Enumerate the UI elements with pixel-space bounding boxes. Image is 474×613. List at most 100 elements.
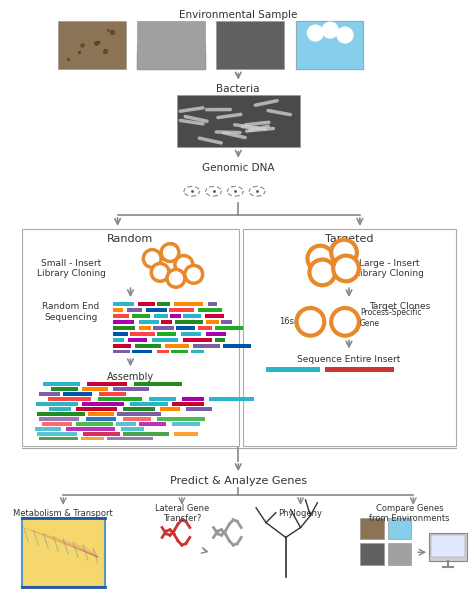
Text: Genomic DNA: Genomic DNA: [202, 162, 274, 173]
Bar: [49, 402, 72, 406]
Circle shape: [161, 244, 179, 262]
Bar: [138, 412, 158, 416]
Bar: [113, 338, 128, 341]
Text: Sequence Entire Insert: Sequence Entire Insert: [297, 355, 401, 364]
Bar: [210, 343, 237, 348]
Bar: [113, 302, 128, 306]
Bar: [121, 392, 146, 396]
Bar: [198, 338, 210, 341]
Bar: [88, 412, 133, 416]
Bar: [154, 349, 172, 354]
Bar: [210, 349, 228, 354]
Bar: [206, 326, 229, 330]
Circle shape: [308, 246, 333, 272]
Text: Small - Insert
Library Cloning: Small - Insert Library Cloning: [36, 259, 106, 278]
Bar: [177, 338, 194, 341]
Bar: [128, 402, 149, 406]
Bar: [38, 397, 81, 401]
Bar: [266, 367, 320, 372]
Bar: [110, 387, 157, 391]
Bar: [325, 367, 394, 372]
Bar: [164, 412, 210, 416]
Bar: [429, 533, 467, 561]
Text: Environmental Sample: Environmental Sample: [179, 10, 297, 20]
Bar: [194, 320, 215, 324]
Bar: [193, 308, 206, 312]
Bar: [86, 382, 128, 386]
Bar: [37, 392, 63, 396]
Bar: [173, 320, 190, 324]
Circle shape: [297, 308, 324, 336]
FancyBboxPatch shape: [58, 21, 126, 69]
Bar: [157, 326, 180, 330]
Text: Lateral Gene
Transfer?: Lateral Gene Transfer?: [155, 504, 209, 524]
Bar: [130, 349, 149, 354]
FancyBboxPatch shape: [22, 517, 105, 587]
Bar: [45, 432, 70, 436]
Bar: [137, 343, 151, 348]
Bar: [155, 338, 172, 341]
Bar: [210, 308, 228, 312]
Circle shape: [167, 270, 185, 287]
Bar: [186, 343, 206, 348]
Text: Bacteria: Bacteria: [217, 85, 260, 94]
Bar: [150, 427, 185, 430]
Bar: [388, 517, 411, 539]
Circle shape: [175, 256, 193, 273]
Bar: [61, 387, 108, 391]
Bar: [189, 332, 208, 336]
Bar: [215, 338, 233, 341]
Bar: [138, 407, 186, 411]
Bar: [77, 402, 126, 406]
Text: Large - Insert
Library Cloning: Large - Insert Library Cloning: [355, 259, 424, 278]
Bar: [163, 302, 184, 306]
Bar: [36, 417, 77, 421]
Bar: [213, 402, 233, 406]
Bar: [137, 422, 182, 425]
Circle shape: [151, 264, 169, 281]
Bar: [89, 422, 131, 425]
Bar: [190, 407, 219, 411]
Bar: [169, 314, 182, 318]
Bar: [141, 320, 168, 324]
Text: Phylogeny: Phylogeny: [279, 509, 322, 518]
Circle shape: [322, 22, 338, 38]
Bar: [213, 382, 242, 386]
Bar: [129, 302, 158, 306]
Bar: [113, 326, 130, 330]
Bar: [124, 427, 143, 430]
Bar: [185, 326, 201, 330]
Bar: [155, 343, 183, 348]
Bar: [177, 349, 206, 354]
Bar: [219, 302, 248, 306]
Bar: [41, 422, 82, 425]
FancyBboxPatch shape: [296, 21, 363, 69]
Bar: [116, 397, 161, 401]
Text: Random: Random: [107, 234, 154, 244]
Text: Predict & Analyze Genes: Predict & Analyze Genes: [170, 476, 307, 486]
Bar: [149, 432, 190, 436]
Bar: [36, 382, 83, 386]
Bar: [431, 535, 465, 557]
Bar: [113, 349, 127, 354]
Bar: [166, 308, 188, 312]
Circle shape: [331, 308, 359, 336]
Bar: [133, 338, 151, 341]
Bar: [113, 314, 128, 318]
Text: Metabolism & Transport: Metabolism & Transport: [13, 509, 113, 518]
Bar: [117, 432, 146, 436]
Bar: [45, 407, 87, 411]
FancyBboxPatch shape: [137, 21, 205, 69]
Circle shape: [337, 27, 353, 43]
Bar: [137, 436, 173, 441]
Text: Compare Genes
from Environments: Compare Genes from Environments: [369, 504, 449, 524]
Bar: [113, 332, 141, 336]
Bar: [172, 382, 209, 386]
Bar: [106, 436, 129, 441]
Bar: [196, 432, 234, 436]
FancyBboxPatch shape: [217, 21, 284, 69]
Bar: [186, 314, 200, 318]
Bar: [188, 302, 216, 306]
Bar: [74, 432, 112, 436]
Bar: [219, 320, 234, 324]
